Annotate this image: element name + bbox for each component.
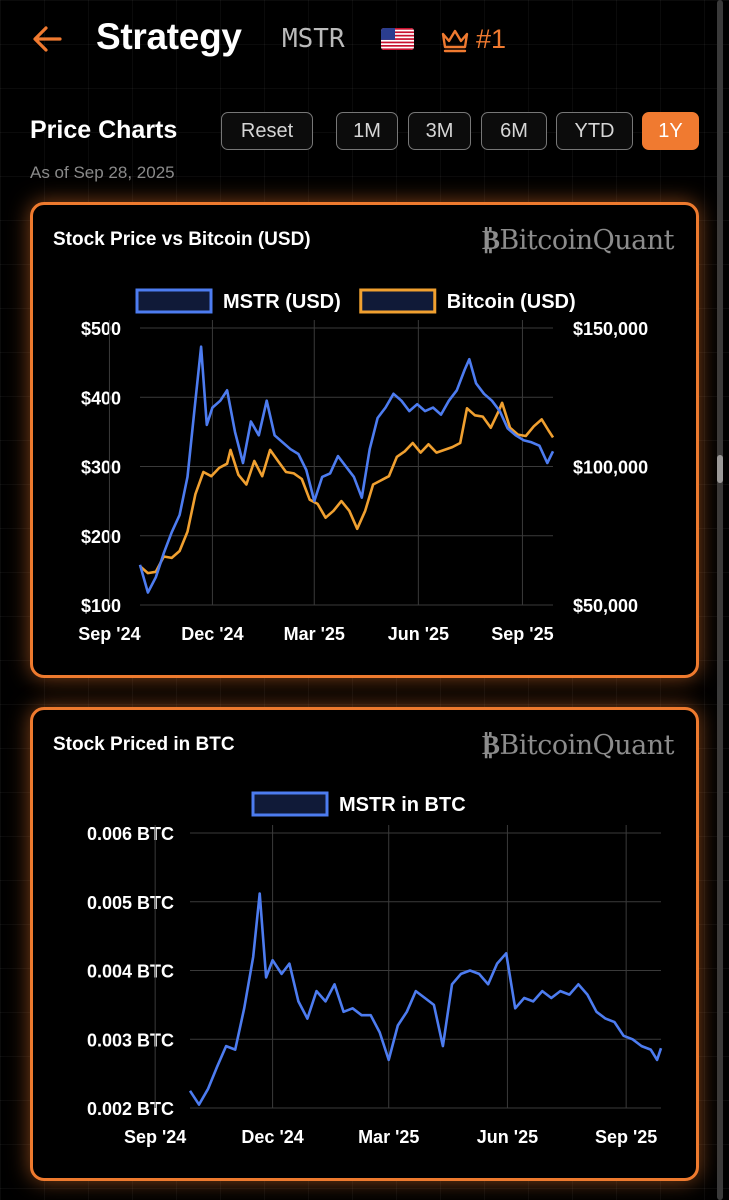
chart-card-stock-vs-bitcoin: Stock Price vs Bitcoin (USD) ₿BitcoinQua…	[30, 202, 699, 678]
range-ytd-button[interactable]: YTD	[556, 112, 633, 150]
y-axis-tick-label: 0.005 BTC	[87, 893, 174, 913]
range-6m-button[interactable]: 6M	[481, 112, 547, 150]
series-line-primary[interactable]	[138, 345, 555, 594]
legend-label[interactable]: MSTR in BTC	[339, 794, 466, 816]
section-title: Price Charts	[30, 116, 178, 144]
arrow-left-icon[interactable]	[30, 22, 64, 56]
brand-watermark: ₿BitcoinQuant	[481, 730, 675, 761]
range-1m-button[interactable]: 1M	[336, 112, 398, 150]
series-line-primary[interactable]	[188, 892, 663, 1106]
scrollbar-thumb[interactable]	[717, 455, 723, 483]
x-axis-tick-label: Jun '25	[477, 1127, 538, 1147]
x-axis-tick-label: Sep '24	[124, 1127, 186, 1147]
ticker-symbol: MSTR	[282, 24, 345, 54]
y-axis-right-tick-label: $50,000	[573, 596, 638, 616]
legend-label[interactable]: MSTR (USD)	[223, 291, 341, 313]
as-of-date: As of Sep 28, 2025	[30, 163, 175, 182]
x-axis-tick-label: Jun '25	[388, 624, 449, 644]
chart-title: Stock Price vs Bitcoin (USD)	[53, 229, 311, 250]
stock-priced-in-btc-chart[interactable]: 0.002 BTC 0.003 BTC 0.004 BTC 0.005 BTC 0.00…	[33, 710, 696, 1178]
legend-swatch[interactable]	[251, 791, 329, 817]
x-axis-tick-label: Sep '25	[595, 1127, 657, 1147]
y-axis-tick-label: $400	[81, 388, 121, 408]
legend-label[interactable]: Bitcoin (USD)	[447, 291, 576, 313]
chart-card-stock-in-btc: Stock Priced in BTC ₿BitcoinQuant 0.002 …	[30, 707, 699, 1181]
scrollbar-track[interactable]	[717, 0, 723, 1200]
y-axis-tick-label: $300	[81, 458, 121, 478]
x-axis-tick-label: Mar '25	[284, 624, 345, 644]
company-title: Strategy	[96, 16, 242, 57]
reset-button[interactable]: Reset	[221, 112, 313, 150]
x-axis-tick-label: Dec '24	[181, 624, 243, 644]
y-axis-right-tick-label: $100,000	[573, 458, 648, 478]
y-axis-tick-label: 0.003 BTC	[87, 1030, 174, 1050]
y-axis-tick-label: 0.006 BTC	[87, 824, 174, 844]
legend-swatch[interactable]	[135, 288, 213, 314]
y-axis-tick-label: 0.004 BTC	[87, 962, 174, 982]
y-axis-right-tick-label: $150,000	[573, 319, 648, 339]
brand-watermark: ₿BitcoinQuant	[481, 225, 675, 256]
series-line-secondary[interactable]	[139, 401, 555, 575]
y-axis-tick-label: $500	[81, 319, 121, 339]
range-1y-button[interactable]: 1Y	[642, 112, 699, 150]
app-header: Strategy MSTR #1	[0, 0, 729, 80]
legend-swatch[interactable]	[359, 288, 437, 314]
stock-vs-bitcoin-chart[interactable]: $100 $200 $300 $400 $500 $50,000 $100,000 $150,…	[33, 205, 696, 675]
crown-icon	[441, 29, 469, 53]
range-3m-button[interactable]: 3M	[408, 112, 471, 150]
x-axis-tick-label: Mar '25	[358, 1127, 419, 1147]
y-axis-tick-label: $100	[81, 596, 121, 616]
y-axis-tick-label: 0.002 BTC	[87, 1099, 174, 1119]
x-axis-tick-label: Sep '25	[491, 624, 553, 644]
y-axis-tick-label: $200	[81, 527, 121, 547]
chart-title: Stock Priced in BTC	[53, 734, 235, 755]
x-axis-tick-label: Sep '24	[78, 624, 140, 644]
x-axis-tick-label: Dec '24	[241, 1127, 303, 1147]
rank-badge: #1	[476, 24, 507, 54]
us-flag-icon	[381, 28, 414, 50]
